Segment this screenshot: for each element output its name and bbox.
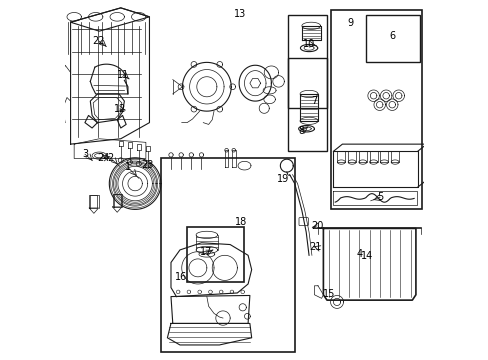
Text: 13: 13: [234, 9, 246, 19]
Text: 24: 24: [98, 153, 110, 163]
Bar: [161, 158, 294, 352]
Text: 9: 9: [346, 18, 353, 28]
Text: 10: 10: [302, 40, 315, 49]
Text: 15: 15: [322, 289, 334, 299]
Text: 7: 7: [311, 96, 317, 106]
Text: 5: 5: [376, 192, 383, 202]
Text: 8: 8: [298, 126, 305, 135]
Text: 21: 21: [309, 242, 321, 252]
Text: 14: 14: [360, 251, 372, 261]
Text: 6: 6: [388, 31, 394, 41]
Text: 16: 16: [174, 272, 186, 282]
Bar: [187, 226, 244, 282]
Text: 20: 20: [310, 221, 323, 231]
Text: 12: 12: [113, 104, 125, 114]
Text: 17: 17: [200, 247, 212, 257]
Text: 19: 19: [277, 174, 289, 184]
Bar: [330, 10, 421, 209]
Text: 2: 2: [107, 153, 113, 163]
Bar: [287, 58, 326, 151]
Bar: [287, 15, 326, 108]
Text: 1: 1: [124, 162, 131, 172]
Text: 3: 3: [81, 149, 88, 159]
Text: 23: 23: [141, 160, 153, 170]
Text: 18: 18: [234, 217, 246, 227]
Text: 22: 22: [92, 36, 104, 46]
Bar: [366, 15, 419, 62]
Text: 11: 11: [117, 70, 129, 80]
Text: 4: 4: [355, 248, 362, 258]
